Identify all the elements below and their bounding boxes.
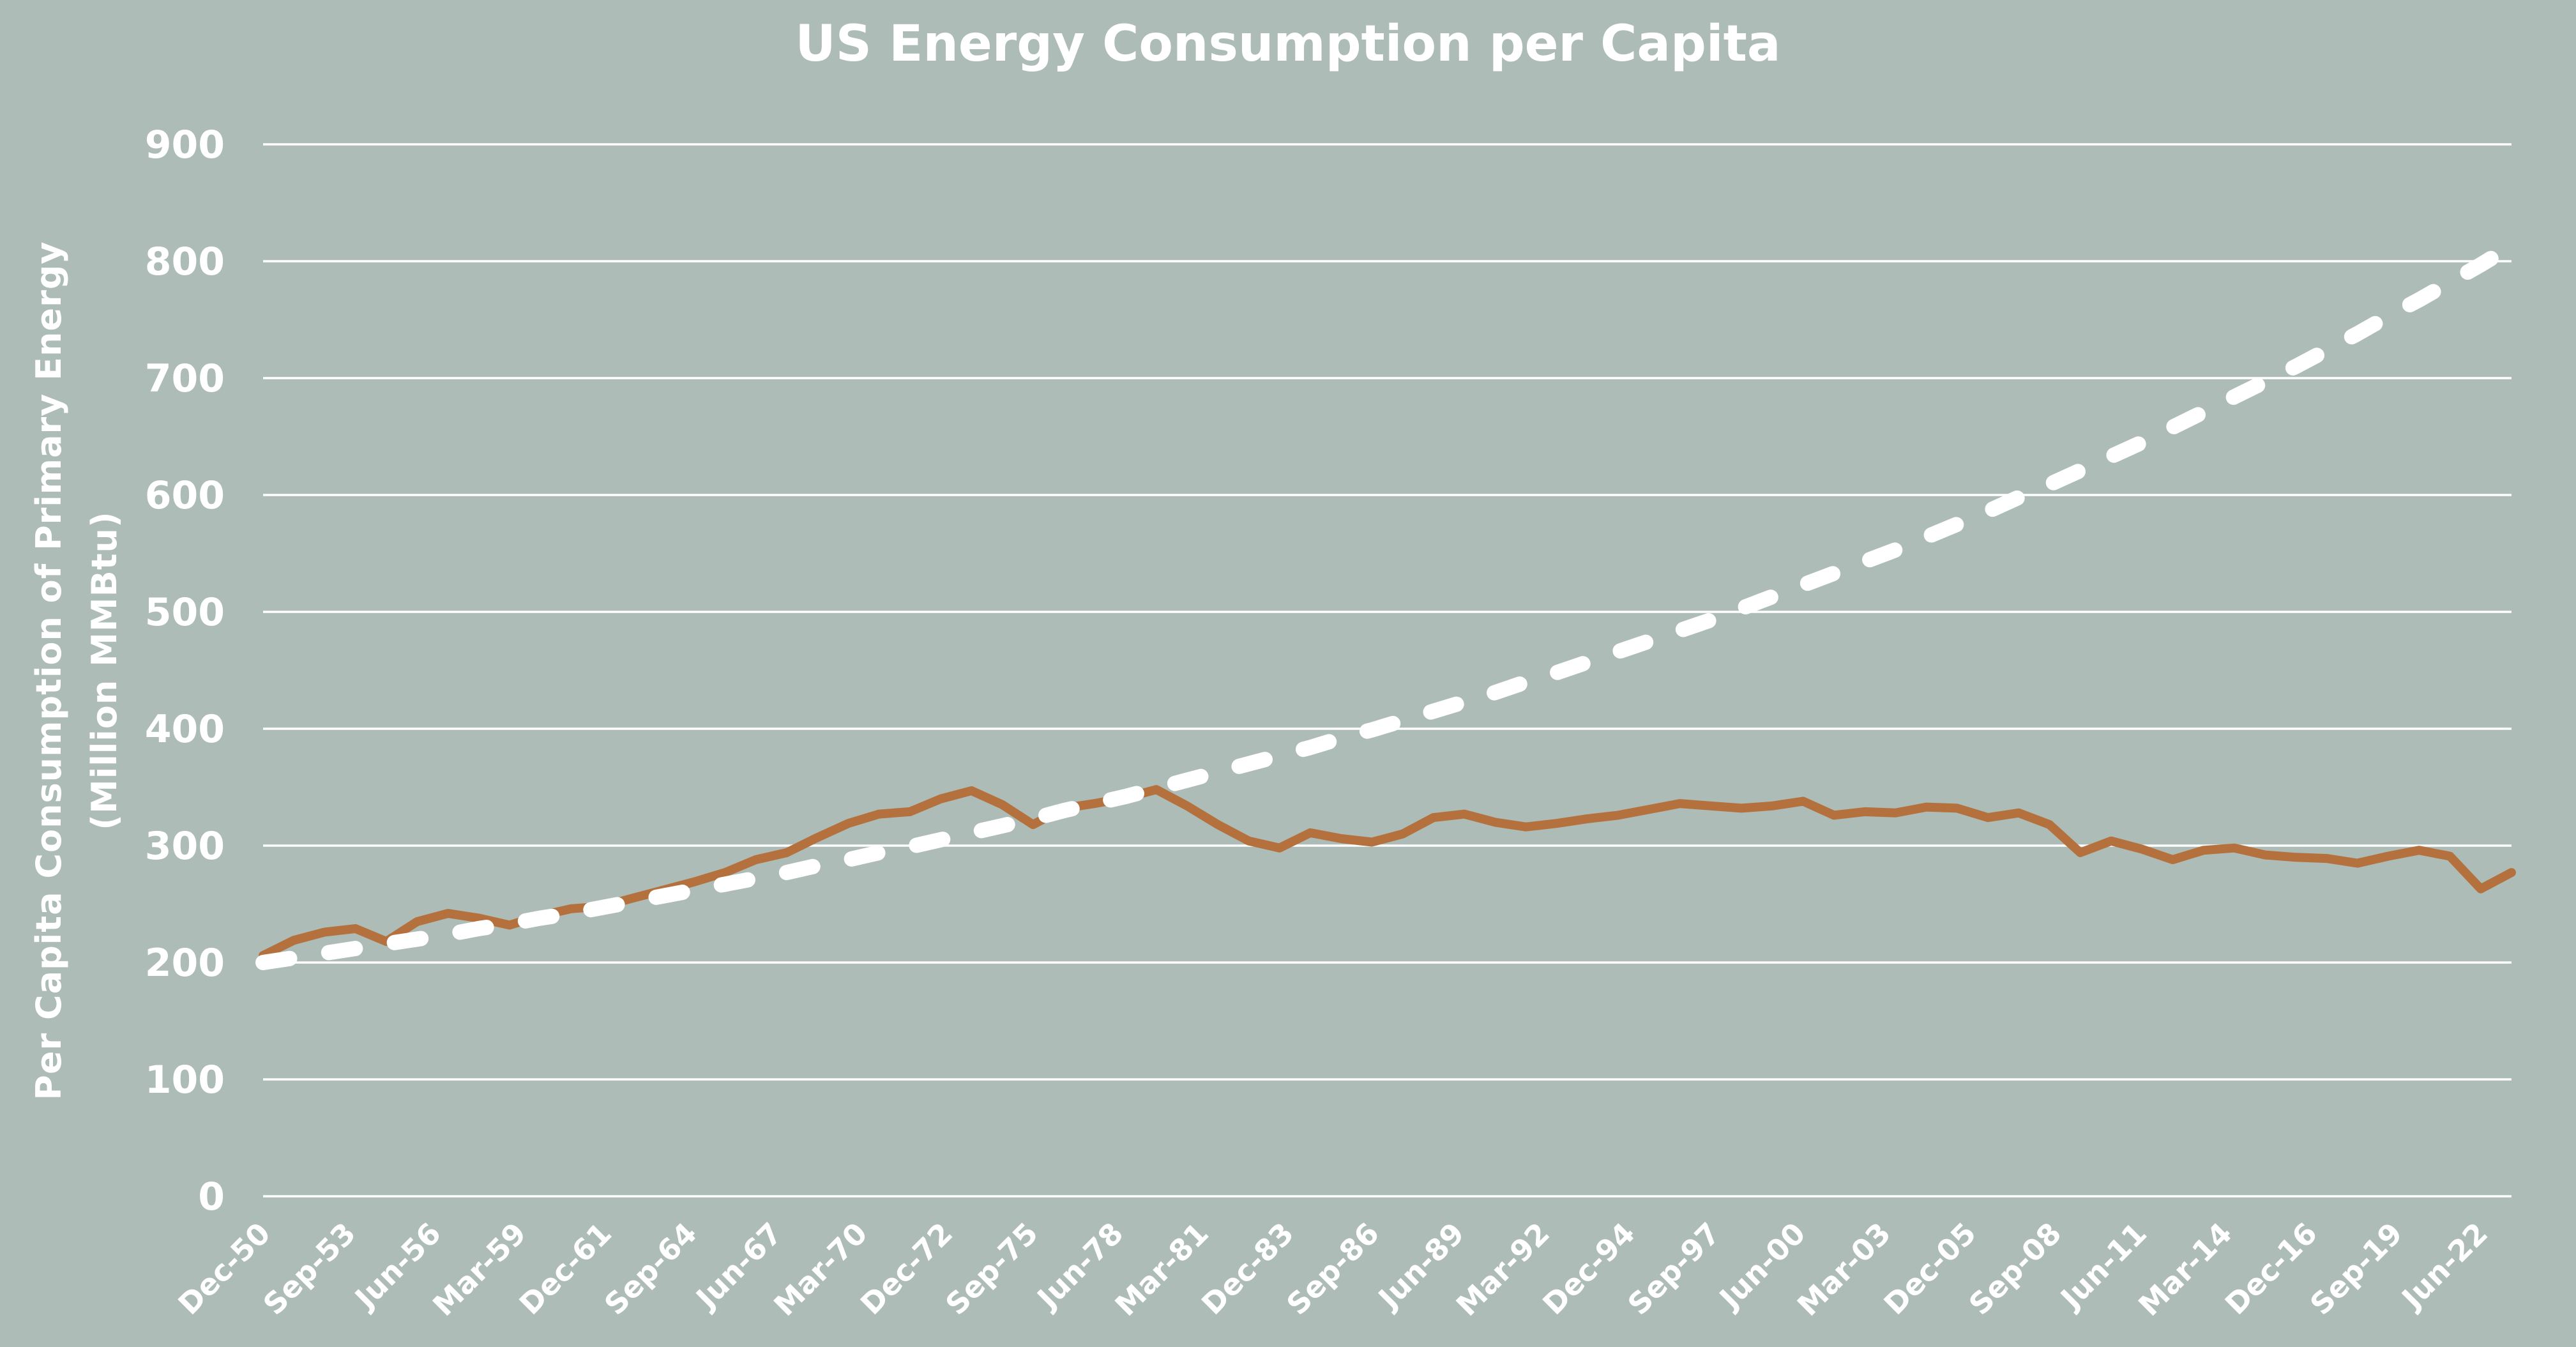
x-axis-tick-labels: Dec-50Sep-53Jun-56Mar-59Dec-61Sep-64Jun-… [171,1216,2494,1323]
y-axis-label-line1: Per Capita Consumption of Primary Energy [29,241,69,1100]
chart-title: US Energy Consumption per Capita [795,15,1780,73]
y-tick-label: 500 [145,590,225,635]
y-tick-label: 100 [145,1058,225,1102]
y-axis-tick-labels: 900 800 700 600 500 400 300 200 100 0 [145,123,225,1219]
x-tick-label: Sep-08 [1962,1216,2068,1322]
x-tick-label: Dec-94 [1536,1216,1641,1321]
y-tick-label: 900 [145,123,225,167]
horizontal-gridlines [263,143,2512,1198]
x-tick-label: Dec-05 [1877,1216,1983,1321]
y-tick-label: 600 [145,473,225,518]
y-axis-label-line2: (Million MMBtu) [84,511,125,830]
x-tick-label: Sep-64 [598,1216,704,1322]
x-tick-label: Dec-61 [513,1216,618,1321]
x-tick-label: Mar-59 [426,1216,533,1323]
x-tick-label: Sep-86 [1280,1216,1386,1322]
y-tick-label: 200 [145,941,225,986]
y-tick-label: 400 [145,707,225,752]
x-tick-label: Sep-97 [1621,1216,1727,1322]
x-tick-label: Mar-92 [1450,1216,1556,1323]
x-tick-label: Sep-53 [257,1216,363,1322]
y-tick-label: 700 [145,356,225,401]
x-tick-label: Dec-50 [171,1216,277,1321]
x-tick-label: Mar-70 [767,1216,874,1323]
y-tick-label: 300 [145,824,225,869]
x-tick-label: Mar-14 [2132,1216,2238,1323]
x-tick-label: Mar-81 [1109,1216,1215,1323]
trend-dashed-line [255,238,2519,970]
x-tick-label: Dec-83 [1195,1216,1300,1321]
x-tick-label: Dec-72 [854,1216,959,1321]
data-series [255,238,2519,970]
x-tick-label: Mar-03 [1791,1216,1897,1323]
x-tick-label: Sep-75 [939,1216,1045,1322]
x-tick-label: Jun-22 [2394,1216,2494,1316]
x-tick-label: Sep-19 [2303,1216,2409,1322]
x-tick-label: Dec-16 [2218,1216,2324,1321]
actual-consumption-line [259,785,2516,960]
y-tick-label: 0 [198,1175,225,1219]
y-tick-label: 800 [145,240,225,284]
